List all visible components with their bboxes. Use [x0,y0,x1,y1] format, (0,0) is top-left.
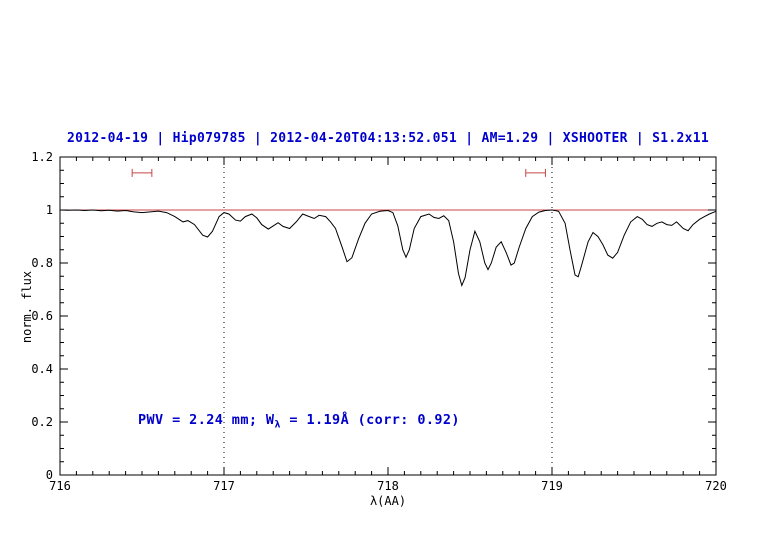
y-tick-label: 0.6 [31,309,53,323]
x-axis-label: λ(AA) [369,494,407,508]
x-tick-label: 720 [705,479,727,493]
y-tick-label: 0 [46,468,53,482]
y-tick-label: 0.8 [31,256,53,270]
y-tick-label: 1 [46,203,53,217]
pwv-annotation-pre: PWV = 2.24 mm; W [138,412,275,428]
pwv-annotation-post: = 1.19Å (corr: 0.92) [280,412,460,428]
x-tick-label: 716 [49,479,71,493]
pwv-annotation-sub: λ [274,419,281,431]
y-tick-label: 0.2 [31,415,53,429]
pwv-annotation: PWV = 2.24 mm; Wλ = 1.19Å (corr: 0.92) [138,412,460,431]
spectrum-line [59,209,717,288]
plot-title: 2012-04-19 | Hip079785 | 2012-04-20T04:1… [66,131,709,146]
y-axis-label: norm. flux [20,270,34,344]
y-tick-label: 0.4 [31,362,53,376]
x-tick-label: 718 [377,479,399,493]
x-tick-label: 717 [213,479,235,493]
y-tick-label: 1.2 [31,150,53,164]
x-tick-label: 719 [541,479,563,493]
